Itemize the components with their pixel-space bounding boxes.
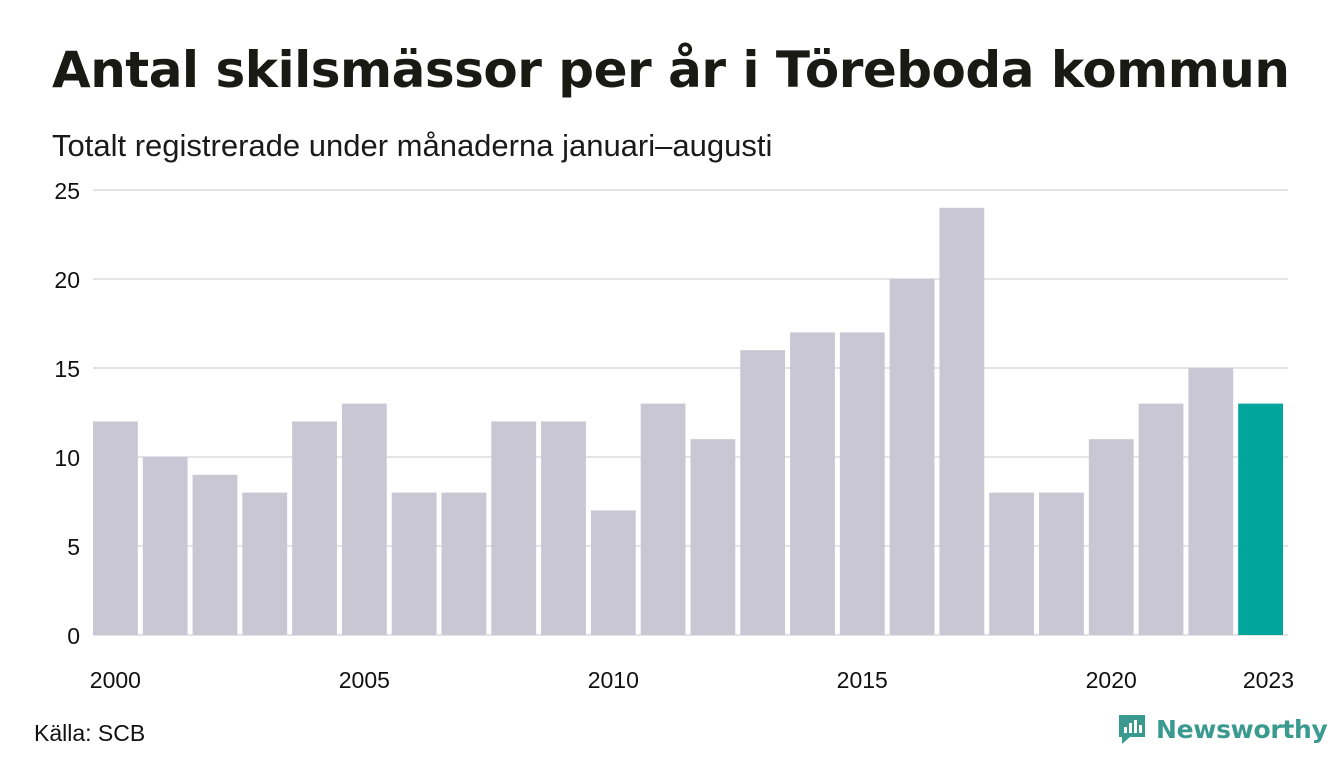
- chart-subtitle: Totalt registrerade under månaderna janu…: [52, 128, 773, 163]
- x-axis-ticks: 2000 2005 2010 2015 2020 2023: [90, 667, 1294, 693]
- bar-2011: [640, 403, 686, 635]
- newsworthy-logo-icon: [1119, 715, 1145, 744]
- bar-2005: [341, 403, 387, 635]
- bar-2000: [93, 421, 138, 635]
- y-tick-label: 0: [67, 623, 80, 649]
- bar-2001: [142, 457, 188, 635]
- bar-2017: [939, 207, 985, 636]
- y-axis-ticks: 0 5 10 15 20 25: [54, 178, 80, 649]
- brand-logo: Newsworthy: [1116, 712, 1328, 746]
- bar-2014: [790, 332, 835, 635]
- chart-title: Antal skilsmässor per år i Töreboda komm…: [52, 41, 1290, 99]
- y-tick-label: 25: [54, 178, 80, 204]
- bar-2002: [192, 474, 238, 635]
- bar-2018: [989, 492, 1035, 635]
- bar-2012: [690, 439, 736, 635]
- bars: [93, 207, 1283, 636]
- bar-2007: [441, 492, 487, 635]
- bar-2010: [590, 510, 636, 635]
- source-note: Källa: SCB: [34, 720, 146, 746]
- y-tick-label: 15: [54, 356, 80, 382]
- y-tick-label: 5: [67, 534, 80, 560]
- y-tick-label: 10: [54, 445, 80, 471]
- bar-2019: [1039, 492, 1084, 635]
- bar-chart: 0 5 10 15 20 25 2000 2005 2010 2015 2020 2023: [54, 178, 1294, 693]
- bar-2008: [491, 421, 537, 635]
- bar-2003: [242, 492, 288, 635]
- bar-2013: [740, 350, 786, 635]
- bar-2006: [391, 492, 437, 635]
- bar-2009: [541, 421, 586, 635]
- bar-2020: [1088, 439, 1134, 635]
- y-tick-label: 20: [54, 267, 80, 293]
- x-tick-label: 2000: [90, 667, 141, 693]
- bar-2004: [292, 421, 337, 635]
- x-tick-label: 2010: [588, 667, 639, 693]
- x-tick-label: 2023: [1243, 667, 1294, 693]
- x-tick-label: 2020: [1086, 667, 1137, 693]
- x-tick-label: 2005: [339, 667, 390, 693]
- brand-name: Newsworthy: [1156, 714, 1328, 744]
- bar-2022: [1188, 368, 1234, 635]
- bar-2015: [839, 332, 885, 635]
- bar-2016: [889, 279, 935, 635]
- bar-2021: [1138, 403, 1184, 635]
- bar-2023: [1238, 403, 1283, 635]
- x-tick-label: 2015: [837, 667, 888, 693]
